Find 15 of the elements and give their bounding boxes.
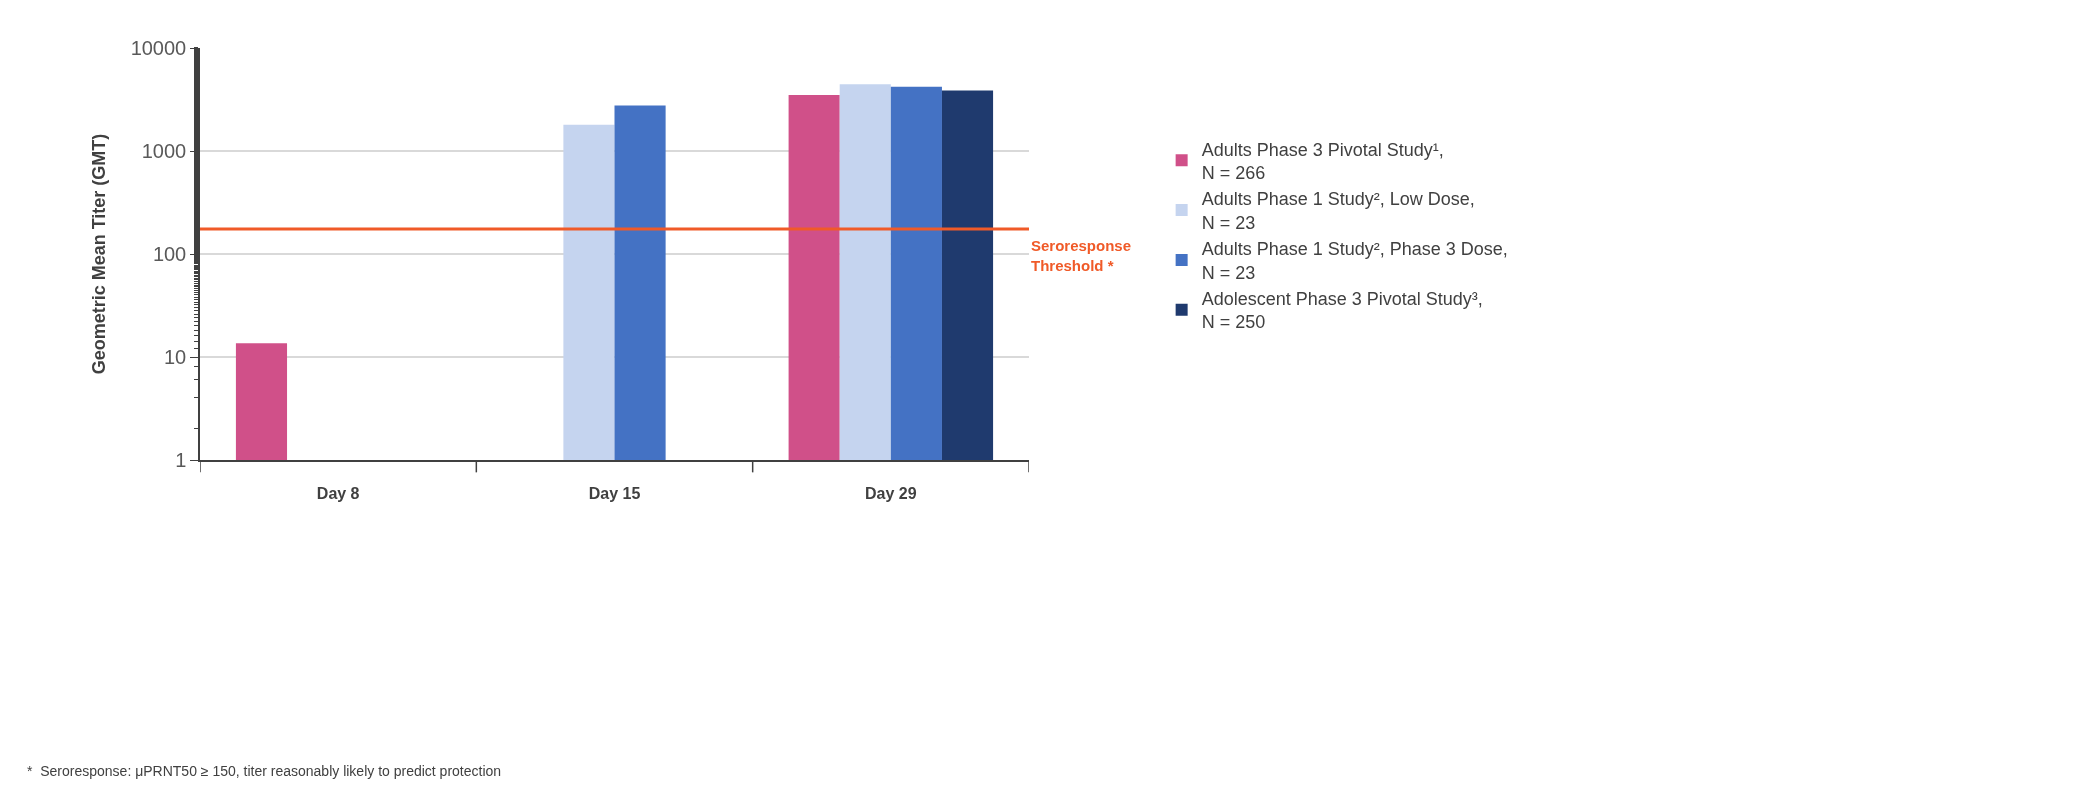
x-tick-label: Day 8 <box>316 484 360 502</box>
legend-label: Adults Phase 1 Study², Low Dose, N = 23 <box>1201 189 1475 233</box>
ref-line-label: Seroresponse Threshold * <box>1031 237 1132 274</box>
y-tick-label: 1000 <box>141 140 187 162</box>
legend-label: Adults Phase 3 Pivotal Study¹, N = 266 <box>1201 139 1444 184</box>
x-tick-label: Day 29 <box>865 484 917 502</box>
y-axis-title: Geometric Mean Titer (GMT) <box>89 133 110 375</box>
text: * Seroresponse: μPRNT50 ≥ 150, titer reasonably likely to predict protection <box>27 763 502 779</box>
y-tick-label: 10000 <box>130 37 187 59</box>
x-tick-label: Day 15 <box>588 484 641 502</box>
legend-label: Adults Phase 1 Study², Phase 3 Dose, N = 23 <box>1201 239 1508 283</box>
y-tick-label: 100 <box>152 243 187 265</box>
y-tick-label: 10 <box>164 346 187 368</box>
legend-label: Adolescent Phase 3 Pivotal Study³, N = 250 <box>1201 289 1483 333</box>
y-tick-label: 1 <box>175 449 187 471</box>
